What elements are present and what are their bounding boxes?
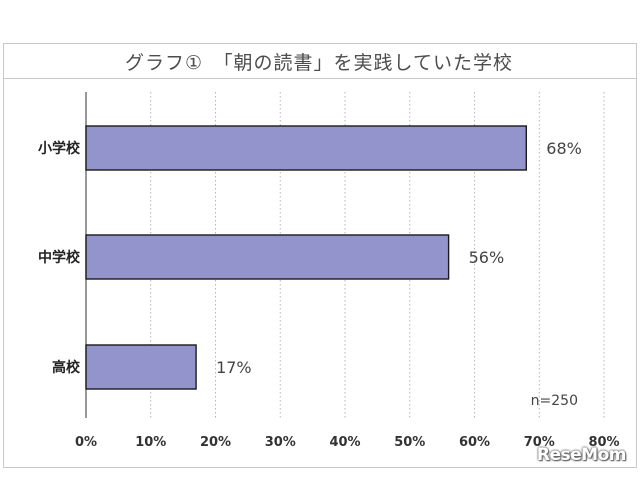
bar-1 [85, 234, 450, 280]
bar-0 [85, 125, 527, 171]
value-label: 17% [216, 358, 252, 377]
value-label: 56% [469, 248, 505, 267]
value-labels: 68% 56% 17% [216, 139, 582, 377]
x-tick-label: 20% [200, 435, 231, 450]
category-label: 高校 [52, 359, 81, 376]
bars [85, 125, 527, 390]
category-label: 小学校 [38, 140, 81, 157]
x-tick-label: 70% [524, 435, 555, 450]
chart-title: グラフ① 「朝の読書」を実践していた学校 [125, 51, 513, 74]
x-tick-label: 0% [75, 435, 97, 450]
x-tick-label: 40% [329, 435, 360, 450]
sample-size-note: n=250 [531, 393, 578, 409]
x-tick-label: 60% [459, 435, 490, 450]
x-tick-label: 30% [265, 435, 296, 450]
title-divider [3, 78, 637, 79]
x-tick-label: 10% [135, 435, 166, 450]
watermark-logo: ReseMom [536, 445, 627, 465]
bar-2 [85, 344, 197, 390]
x-tick-label: 50% [394, 435, 425, 450]
value-label: 68% [546, 139, 582, 158]
x-tick-label: 80% [588, 435, 619, 450]
category-label: 中学校 [38, 249, 81, 266]
x-tick-labels: 0% 10% 20% 30% 40% 50% 60% 70% 80% [75, 435, 620, 450]
